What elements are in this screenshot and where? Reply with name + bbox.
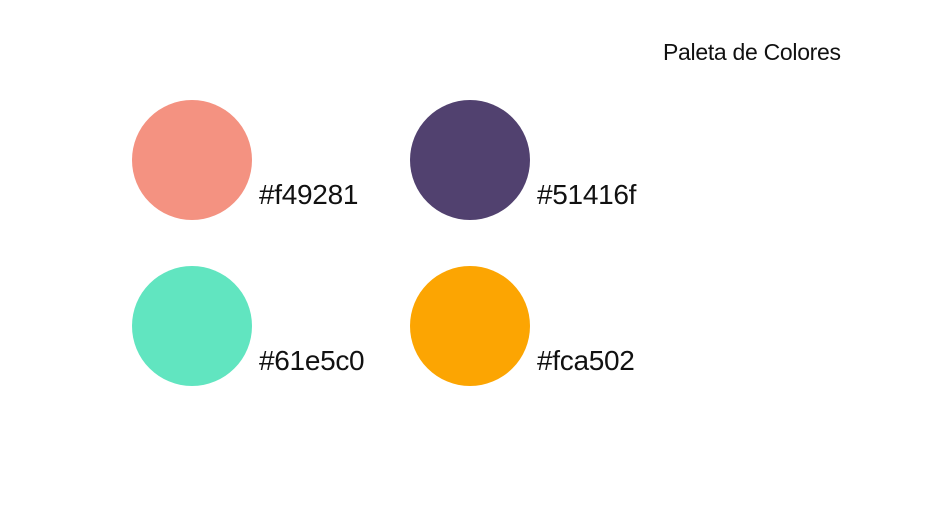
color-hex-label: #f49281 [259,179,359,210]
color-swatch-1: #f49281 [132,100,358,220]
color-swatch-3: #61e5c0 [132,266,365,386]
color-circle [410,266,530,386]
color-hex-label: #51416f [537,179,637,210]
color-hex-label: #61e5c0 [259,345,365,376]
color-swatch-4: #fca502 [410,266,635,386]
color-hex-label: #fca502 [537,345,635,376]
color-circle [132,266,252,386]
color-swatch-2: #51416f [410,100,636,220]
color-circle [132,100,252,220]
color-circle [410,100,530,220]
palette-title: Paleta de Colores [663,39,841,65]
